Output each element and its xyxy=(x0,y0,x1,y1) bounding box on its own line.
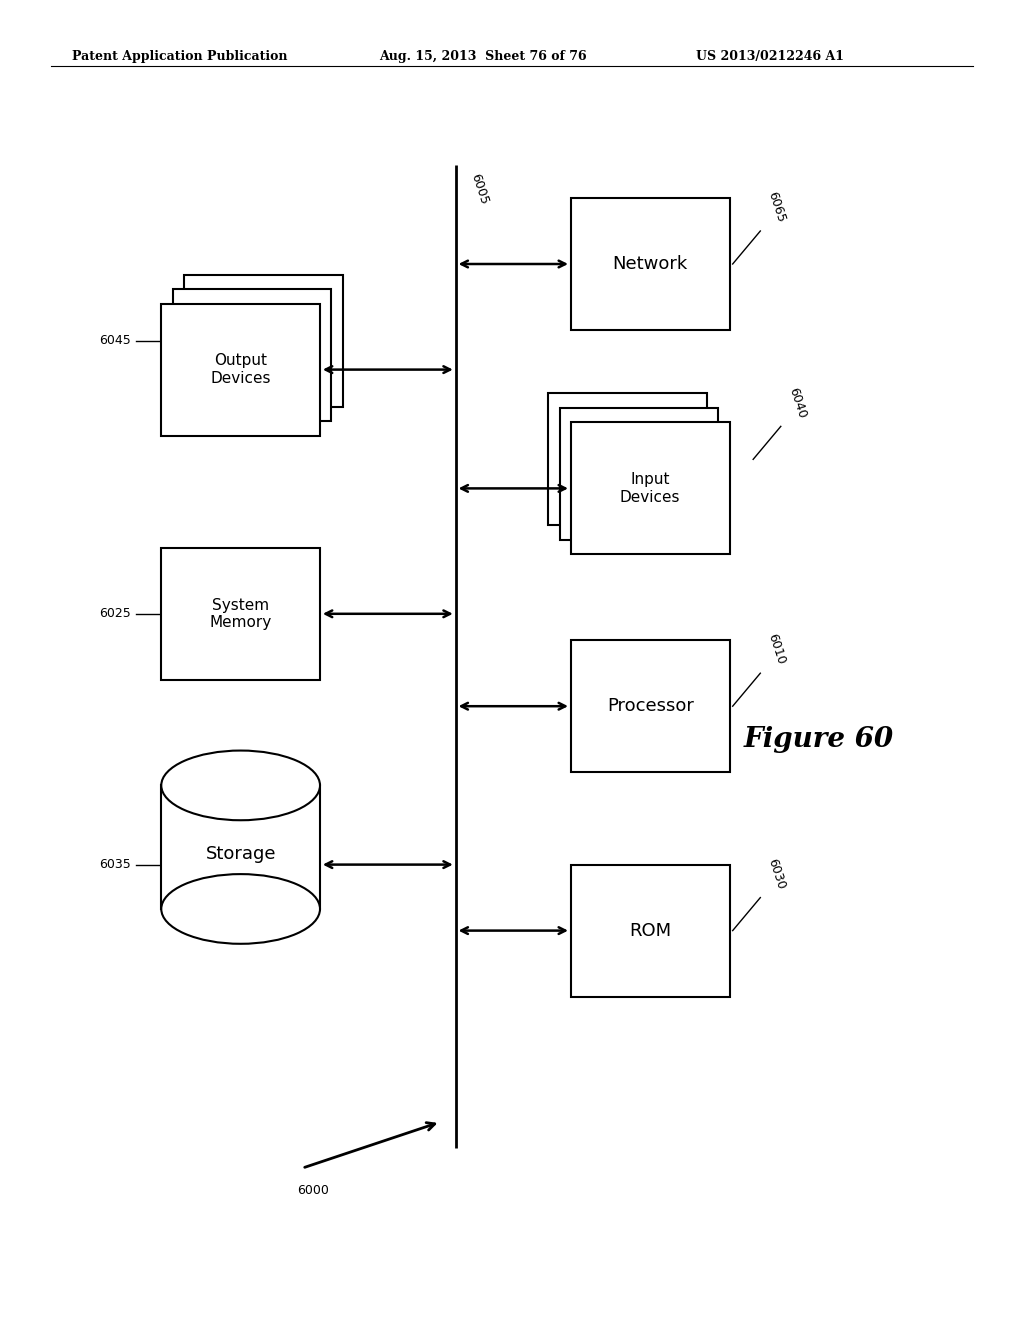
Text: Storage: Storage xyxy=(206,845,275,863)
Text: ROM: ROM xyxy=(629,921,672,940)
Text: 6030: 6030 xyxy=(766,857,787,891)
Text: 6010: 6010 xyxy=(766,632,787,667)
Ellipse shape xyxy=(161,874,319,944)
Text: 6035: 6035 xyxy=(98,858,130,871)
Bar xyxy=(571,422,729,554)
Text: Aug. 15, 2013  Sheet 76 of 76: Aug. 15, 2013 Sheet 76 of 76 xyxy=(379,50,587,63)
Text: Patent Application Publication: Patent Application Publication xyxy=(72,50,287,63)
Text: Processor: Processor xyxy=(607,697,693,715)
Bar xyxy=(571,865,729,997)
Bar xyxy=(161,304,319,436)
Text: Input
Devices: Input Devices xyxy=(620,473,681,504)
Text: 6040: 6040 xyxy=(786,385,808,420)
Bar xyxy=(571,640,729,772)
Bar xyxy=(571,198,729,330)
Text: 6065: 6065 xyxy=(766,190,787,224)
Text: System
Memory: System Memory xyxy=(210,598,271,630)
Bar xyxy=(161,785,319,909)
Text: Network: Network xyxy=(612,255,688,273)
Text: US 2013/0212246 A1: US 2013/0212246 A1 xyxy=(696,50,845,63)
Ellipse shape xyxy=(161,751,319,820)
Text: Figure 60: Figure 60 xyxy=(744,726,894,752)
Text: Output
Devices: Output Devices xyxy=(210,354,271,385)
Bar xyxy=(549,393,707,525)
Text: 6005: 6005 xyxy=(468,172,490,206)
Bar xyxy=(183,275,342,407)
Bar xyxy=(161,548,319,680)
Bar xyxy=(559,408,719,540)
Text: 6045: 6045 xyxy=(98,334,130,347)
Text: 6000: 6000 xyxy=(297,1184,329,1197)
Text: 6025: 6025 xyxy=(98,607,130,620)
Bar xyxy=(172,289,332,421)
